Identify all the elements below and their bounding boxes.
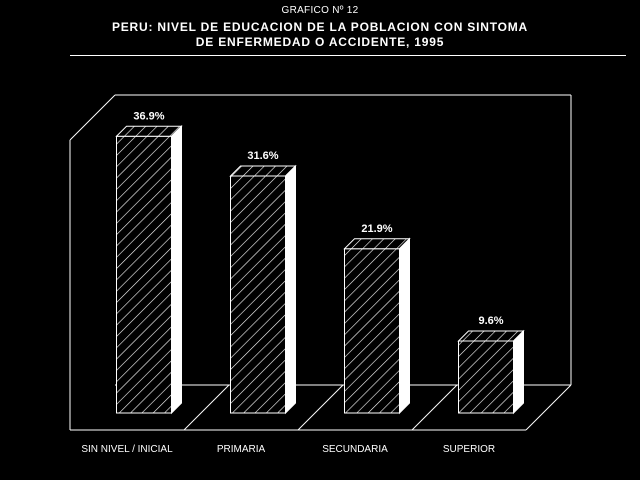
- bar-side-face: [513, 329, 524, 415]
- chart-title-line-2: DE ENFERMEDAD O ACCIDENTE, 1995: [195, 35, 445, 49]
- floor-right-edge: [525, 384, 572, 431]
- floor-divider: [297, 384, 344, 431]
- floor-divider: [183, 384, 230, 431]
- bar-front: [230, 175, 286, 414]
- category-label: SUPERIOR: [443, 444, 495, 455]
- floor-divider: [411, 384, 458, 431]
- category-label: SIN NIVEL / INICIAL: [81, 444, 173, 455]
- bar-side-face: [171, 125, 182, 415]
- bar-front: [458, 340, 514, 414]
- labels-group: 36.9% SIN NIVEL / INICIAL 31.6% PRIMARIA 21.…: [81, 110, 503, 455]
- bar-side-face: [285, 164, 296, 415]
- data-label: 31.6%: [247, 150, 278, 162]
- bars-group: [115, 125, 525, 415]
- bar-top-face: [457, 330, 525, 342]
- data-label: 9.6%: [478, 315, 503, 327]
- bar: [457, 329, 525, 415]
- category-label: SECUNDARIA: [322, 444, 388, 455]
- left-wall-top-edge: [69, 94, 116, 141]
- chart-title: PERU: NIVEL DE EDUCACION DE LA POBLACION…: [0, 20, 640, 50]
- bar: [343, 237, 411, 415]
- bar-front: [344, 248, 400, 414]
- bar: [115, 125, 183, 415]
- bar-top-face: [229, 165, 297, 177]
- bar-top-face: [343, 238, 411, 250]
- figure-number: GRAFICO Nº 12: [281, 5, 359, 16]
- category-label: PRIMARIA: [217, 444, 266, 455]
- data-label: 21.9%: [361, 223, 392, 235]
- bar-top-face: [115, 125, 183, 137]
- bar-side-face: [399, 237, 410, 415]
- bar-front: [116, 135, 172, 414]
- chart-title-line-1: PERU: NIVEL DE EDUCACION DE LA POBLACION…: [111, 20, 529, 34]
- data-label: 36.9%: [133, 110, 164, 122]
- chart-frame: [69, 94, 572, 431]
- bar: [229, 164, 297, 415]
- header-divider: [70, 55, 626, 56]
